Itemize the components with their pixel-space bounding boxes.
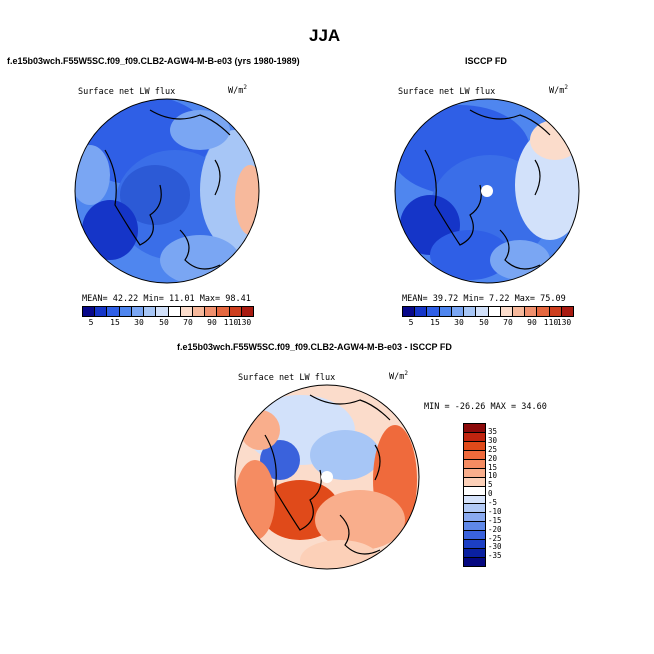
left-panel-heading: f.e15b03wch.F55W5SC.f09_f09.CLB2-AGW4-M-…: [7, 56, 300, 66]
left-colorbar: [82, 306, 254, 317]
tick-label: -25: [488, 533, 502, 543]
tick-label: 50: [479, 318, 489, 327]
right-units-base: W/m: [549, 85, 565, 96]
tick-label: -15: [488, 515, 502, 525]
right-panel-heading: ISCCP FD: [465, 56, 507, 66]
left-units-exp: 2: [243, 84, 247, 91]
diff-stats: MIN = -26.26 MAX = 34.60: [424, 402, 547, 412]
diff-units-base: W/m: [389, 371, 405, 382]
tick-label: 70: [183, 318, 193, 327]
tick-label: -5: [488, 498, 498, 507]
tick-label: 5: [88, 318, 94, 327]
right-units-label: W/m2: [549, 84, 568, 96]
right-units-exp: 2: [564, 84, 568, 91]
tick-label: 0: [488, 489, 493, 499]
diff-units-label: W/m2: [389, 370, 408, 382]
tick-label: 70: [503, 318, 513, 327]
left-units-base: W/m: [228, 85, 244, 96]
left-units-label: W/m2: [228, 84, 247, 96]
tick-label: 20: [488, 453, 498, 463]
tick-label: 30: [488, 435, 498, 445]
tick-label: 35: [488, 427, 498, 436]
tick-label: 110: [543, 318, 559, 327]
tick-label: 30: [134, 318, 144, 327]
left-variable-label: Surface net LW flux: [78, 87, 176, 97]
left-stats: MEAN= 42.22 Min= 11.01 Max= 98.41: [82, 294, 251, 304]
tick-label: 90: [207, 318, 217, 327]
tick-label: 5: [488, 480, 493, 490]
diff-colorbar-ticks: 35 30 25 20 15 10 5 0 -5 -10 -15 -20 -25…: [488, 427, 502, 561]
right-colorbar: [402, 306, 574, 317]
tick-label: -30: [488, 542, 502, 552]
tick-label: 90: [527, 318, 537, 327]
tick-label: 10: [488, 471, 498, 481]
page-title: JJA: [309, 26, 341, 45]
diff-units-exp: 2: [404, 370, 408, 377]
tick-label: 15: [430, 318, 440, 327]
diff-panel-heading: f.e15b03wch.F55W5SC.f09_f09.CLB2-AGW4-M-…: [177, 342, 452, 352]
tick-label: 130: [236, 318, 252, 327]
tick-label: 30: [454, 318, 464, 327]
tick-label: 15: [110, 318, 120, 327]
right-variable-label: Surface net LW flux: [398, 87, 496, 97]
tick-label: -20: [488, 524, 502, 534]
tick-label: 110: [223, 318, 239, 327]
tick-label: 5: [408, 318, 414, 327]
tick-label: 50: [159, 318, 169, 327]
diff-colorbar: [463, 423, 486, 567]
diff-variable-label: Surface net LW flux: [238, 373, 336, 383]
tick-label: -35: [488, 551, 502, 561]
right-stats: MEAN= 39.72 Min= 7.22 Max= 75.09: [402, 294, 566, 304]
tick-label: -10: [488, 506, 502, 516]
tick-label: 25: [488, 444, 498, 454]
tick-label: 130: [556, 318, 572, 327]
tick-label: 15: [488, 462, 498, 472]
